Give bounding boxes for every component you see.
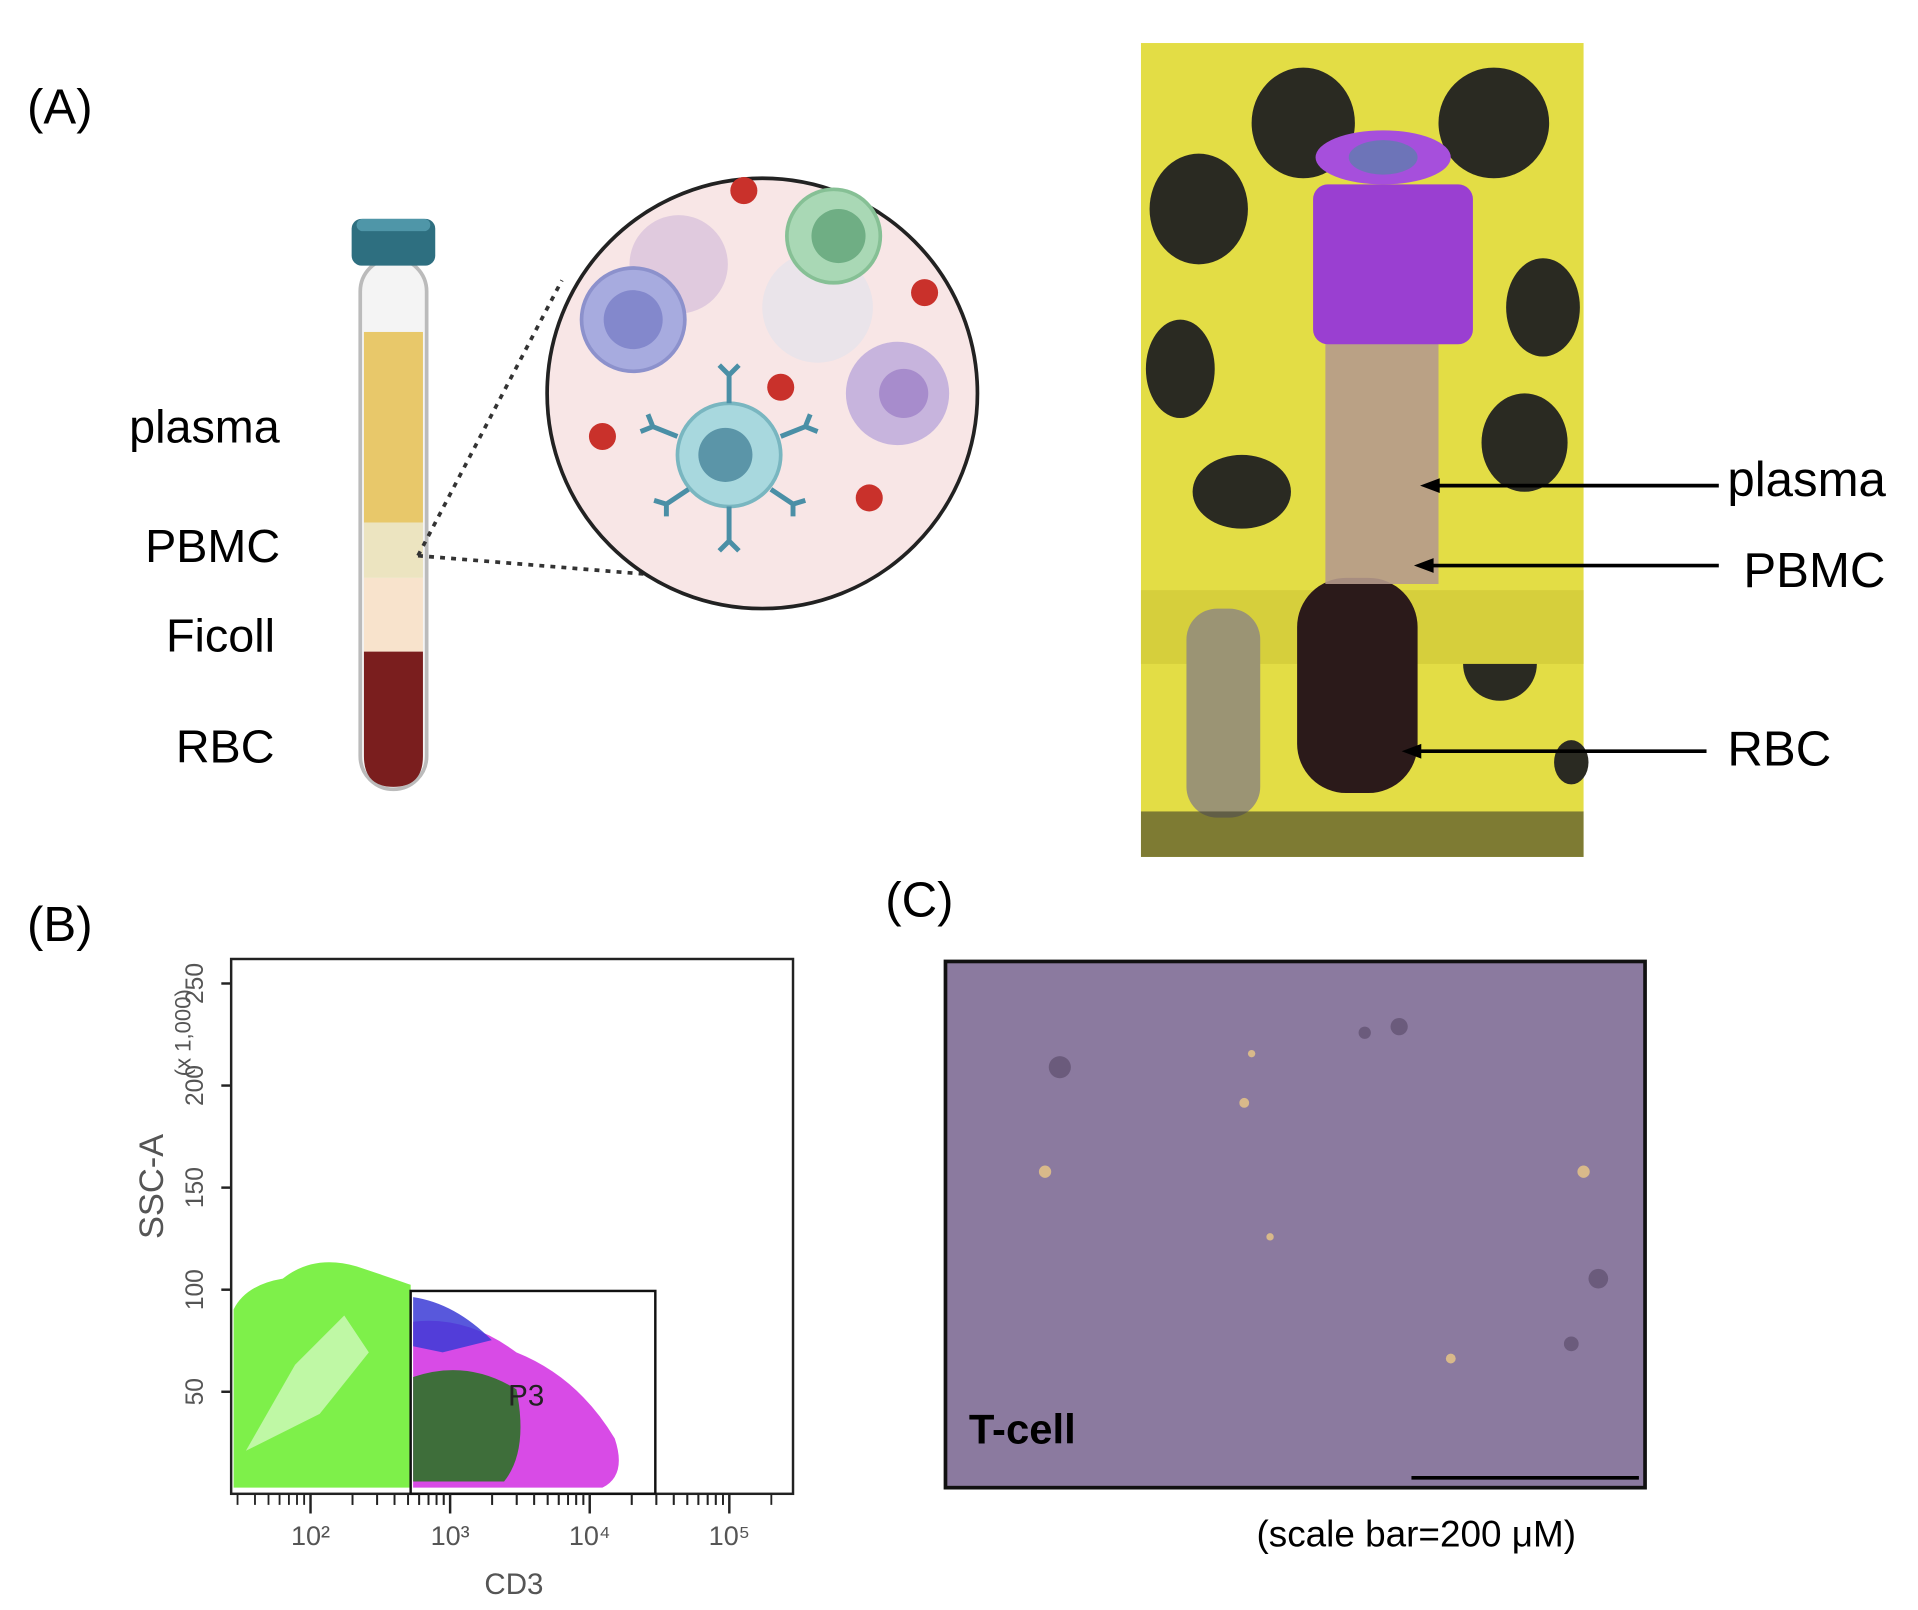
- x-tick-label: 10⁵: [709, 1521, 750, 1551]
- photo-label: plasma: [1727, 452, 1886, 507]
- y-tick-label: 150: [182, 1167, 209, 1208]
- y-axis-unit: (x 1,000): [170, 989, 195, 1076]
- x-tick-label: 10³: [431, 1521, 470, 1551]
- photo-arrows: [1401, 478, 1719, 759]
- gate-label: P3: [508, 1380, 544, 1413]
- caption: (scale bar=200 μM): [1257, 1514, 1576, 1555]
- x-tick-label: 10²: [291, 1521, 330, 1551]
- y-tick-label: 100: [182, 1269, 209, 1310]
- flow-plot: [229, 957, 795, 1496]
- y-tick-label: 50: [182, 1378, 209, 1405]
- image-label: T-cell: [969, 1405, 1076, 1452]
- layer-label: Ficoll: [166, 610, 275, 662]
- micrograph: [943, 959, 1647, 1490]
- y-axis-label: SSC-A: [133, 1134, 171, 1239]
- y-tick-label: 250: [182, 963, 209, 1004]
- panel-label: (C): [885, 873, 953, 928]
- layer-label: RBC: [176, 720, 275, 772]
- y-tick-label: 200: [182, 1065, 209, 1106]
- layer-label: plasma: [129, 401, 280, 453]
- photo-label: RBC: [1727, 721, 1831, 776]
- tube-illustration: [351, 218, 436, 792]
- x-tick-label: 10⁴: [569, 1521, 611, 1551]
- panel-label: (A): [27, 80, 93, 135]
- panel-label: (B): [27, 897, 93, 952]
- photo-label: PBMC: [1743, 543, 1885, 598]
- layer-label: PBMC: [145, 520, 280, 572]
- cell-zoom: [545, 176, 980, 611]
- tube-photo: [1140, 43, 1589, 857]
- x-axis-label: CD3: [484, 1568, 543, 1601]
